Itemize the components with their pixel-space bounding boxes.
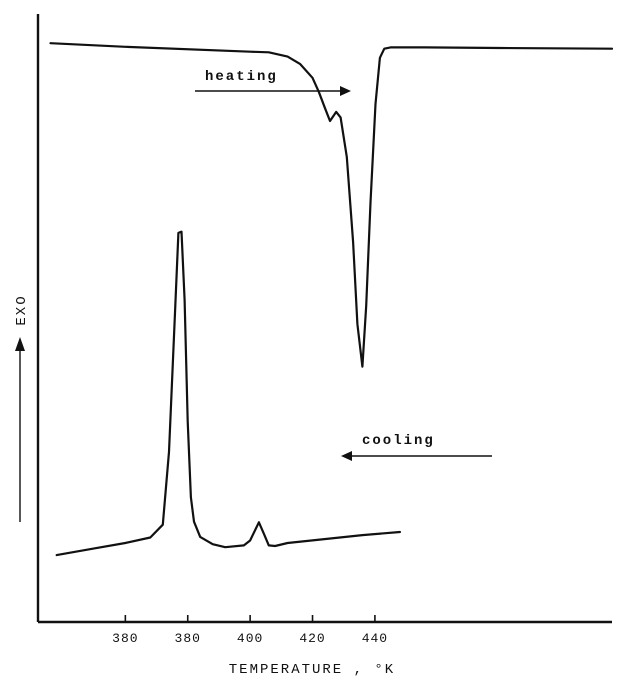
- annotation-cooling: cooling: [362, 433, 435, 449]
- exo-arrow: [15, 337, 25, 522]
- heating-curve: [49, 42, 614, 368]
- arrowhead-left-icon: [341, 451, 352, 461]
- data-curves: [49, 42, 614, 557]
- x-ticks: 380 380 400 420 440: [112, 615, 388, 646]
- heating-arrow: [195, 86, 351, 96]
- arrowhead-up-icon: [15, 337, 25, 351]
- cooling-curve: [55, 230, 401, 557]
- arrowhead-right-icon: [340, 86, 351, 96]
- x-tick-label: 440: [362, 631, 388, 646]
- cooling-arrow: [341, 451, 492, 461]
- x-tick-label: 380: [175, 631, 201, 646]
- x-tick-label: 380: [112, 631, 138, 646]
- x-tick-label: 400: [237, 631, 263, 646]
- annotation-heating: heating: [205, 69, 278, 85]
- x-axis-title: TEMPERATURE , °K: [229, 662, 395, 678]
- x-tick-label: 420: [299, 631, 325, 646]
- plot-axes: [36, 14, 612, 624]
- y-axis-title: EXO: [14, 294, 30, 325]
